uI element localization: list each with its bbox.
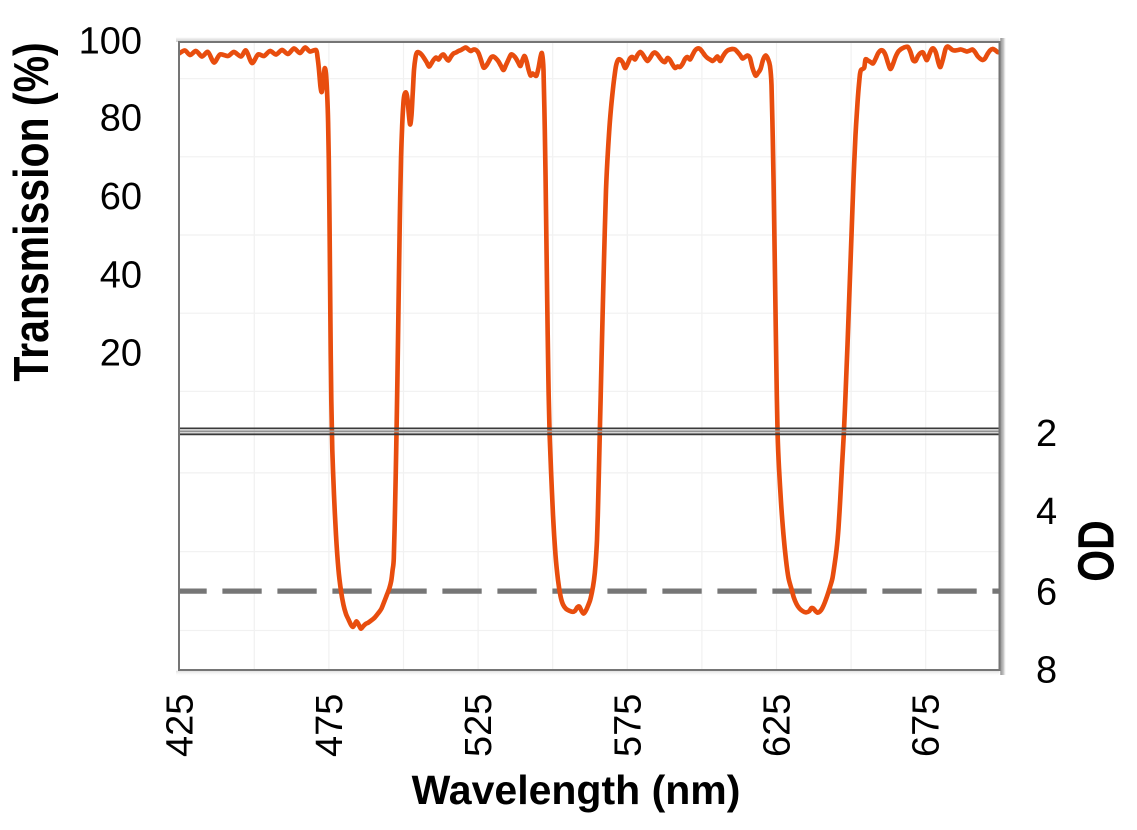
svg-text:60: 60	[100, 176, 142, 218]
svg-text:675: 675	[906, 694, 948, 757]
svg-text:6: 6	[1036, 572, 1057, 614]
svg-text:20: 20	[100, 333, 142, 375]
svg-text:40: 40	[100, 255, 142, 297]
svg-text:4: 4	[1036, 491, 1057, 533]
svg-text:575: 575	[607, 694, 649, 757]
svg-text:475: 475	[309, 694, 351, 757]
svg-text:525: 525	[458, 694, 500, 757]
svg-text:625: 625	[757, 694, 799, 757]
svg-text:80: 80	[100, 98, 142, 140]
svg-text:8: 8	[1036, 650, 1057, 692]
svg-text:425: 425	[160, 694, 202, 757]
svg-text:Transmission (%): Transmission (%)	[3, 42, 58, 381]
svg-text:100: 100	[79, 21, 142, 63]
svg-text:OD: OD	[1067, 520, 1124, 581]
svg-text:2: 2	[1036, 413, 1057, 455]
svg-text:Wavelength (nm): Wavelength (nm)	[412, 767, 741, 813]
